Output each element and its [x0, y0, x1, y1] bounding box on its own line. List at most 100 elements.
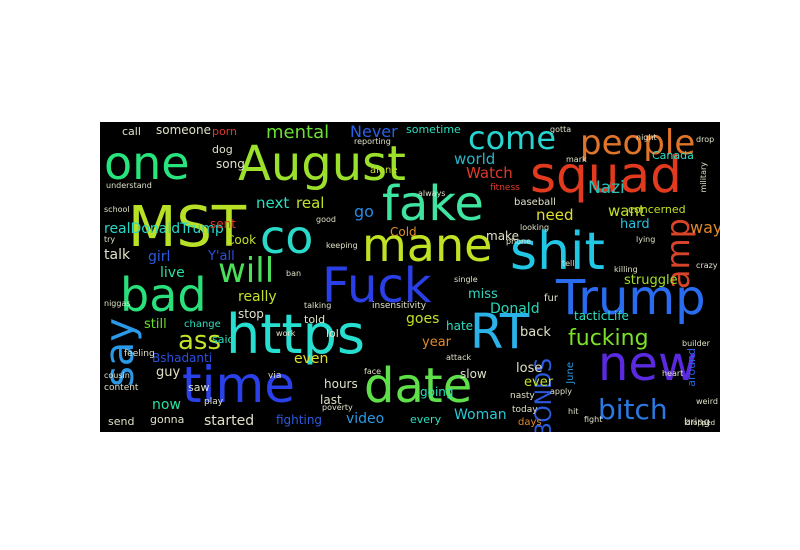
- word: saw: [188, 381, 210, 394]
- word: new: [598, 336, 698, 392]
- word: fucking: [568, 326, 649, 351]
- word: way: [690, 218, 720, 237]
- word: via: [268, 371, 282, 381]
- word: baseball: [514, 197, 556, 208]
- word: song: [216, 157, 245, 171]
- word: hate: [446, 319, 474, 333]
- word: girl: [148, 249, 171, 265]
- word: fitness: [490, 183, 520, 193]
- word: every: [410, 413, 442, 426]
- word: reporting: [354, 137, 391, 146]
- word: still: [144, 317, 167, 332]
- word-cloud: August squad one fake MST co mane shit F…: [100, 122, 720, 432]
- word: good: [316, 215, 336, 224]
- word: started: [204, 413, 255, 429]
- word: night: [636, 133, 657, 142]
- word: crazy: [696, 261, 718, 270]
- word: year: [422, 335, 452, 350]
- word: face: [364, 367, 382, 376]
- word: tacticLife: [574, 309, 629, 323]
- word: someone: [156, 123, 211, 137]
- word: mental: [266, 122, 330, 143]
- word: looking: [520, 223, 550, 232]
- word: make: [486, 229, 519, 243]
- word: talk: [104, 247, 131, 263]
- word: try: [104, 235, 116, 244]
- word: Fuck: [322, 258, 432, 314]
- word: builder: [682, 339, 710, 348]
- word: work: [276, 329, 296, 338]
- word: Trump: [556, 270, 706, 326]
- word: last: [320, 393, 342, 407]
- word: back: [520, 325, 551, 340]
- word: gotta: [550, 125, 572, 134]
- word: understand: [106, 181, 152, 190]
- word: Nazi: [588, 178, 625, 198]
- word: Never: [350, 122, 398, 141]
- word: really: [238, 289, 277, 305]
- word: told: [304, 313, 326, 326]
- word: military: [699, 162, 708, 193]
- word: Cook: [226, 233, 257, 247]
- word: hard: [620, 217, 650, 232]
- word: goes: [406, 311, 440, 327]
- word: want: [608, 202, 645, 220]
- word: today: [512, 405, 538, 415]
- word: going: [420, 385, 454, 399]
- word: even: [294, 351, 329, 367]
- word: guy: [156, 365, 181, 380]
- word: change: [184, 319, 221, 330]
- word: squad: [530, 146, 682, 204]
- word: send: [108, 415, 135, 428]
- word: Woman: [454, 407, 507, 423]
- word: phone: [506, 237, 532, 246]
- word: hours: [324, 377, 358, 391]
- word: one: [104, 136, 190, 190]
- word: cousin: [104, 371, 130, 380]
- word: Bshadanti: [152, 351, 213, 365]
- word: world: [454, 150, 496, 168]
- word: https: [226, 303, 365, 366]
- word: June: [565, 362, 576, 384]
- word: Canada: [652, 149, 694, 162]
- word: niggas: [104, 299, 131, 308]
- word: live: [160, 265, 185, 281]
- word: play: [204, 397, 224, 407]
- word: go: [354, 202, 374, 221]
- word: bring: [684, 417, 710, 428]
- word: school: [104, 205, 130, 214]
- word: co: [260, 210, 314, 264]
- word: slow: [460, 367, 487, 381]
- word: talking: [304, 301, 332, 310]
- word: insensitivity: [372, 301, 427, 311]
- word: ever: [524, 375, 554, 390]
- word: hit: [568, 407, 579, 416]
- word: real: [296, 194, 325, 212]
- word: next: [256, 194, 290, 212]
- word: drop: [696, 135, 715, 144]
- word: shit: [510, 222, 605, 282]
- word: bitch: [598, 393, 668, 426]
- word: fake: [382, 176, 484, 232]
- word: attack: [446, 353, 472, 362]
- word: time: [182, 356, 295, 414]
- word: need: [536, 206, 574, 224]
- word: fighting: [276, 413, 323, 427]
- word: around: [685, 348, 698, 387]
- word: porn: [212, 125, 238, 138]
- word: miss: [468, 287, 498, 302]
- word: keeping: [326, 241, 358, 250]
- word: said: [212, 333, 235, 346]
- word: August: [238, 136, 406, 192]
- word: fight: [584, 415, 603, 424]
- word: alone: [370, 165, 398, 176]
- word: tell: [562, 259, 575, 268]
- word: lying: [636, 235, 656, 244]
- word: realDonaldTrump: [104, 221, 224, 237]
- word: poverty: [322, 403, 353, 412]
- word: dog: [212, 143, 233, 156]
- word: weird: [696, 397, 718, 406]
- word: heart: [662, 369, 684, 378]
- word: sent: [210, 217, 236, 231]
- word: Donald: [490, 301, 540, 317]
